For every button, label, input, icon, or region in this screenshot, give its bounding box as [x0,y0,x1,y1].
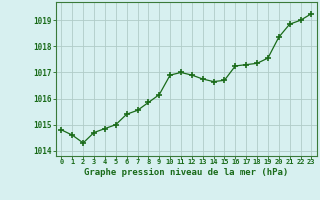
X-axis label: Graphe pression niveau de la mer (hPa): Graphe pression niveau de la mer (hPa) [84,168,289,177]
